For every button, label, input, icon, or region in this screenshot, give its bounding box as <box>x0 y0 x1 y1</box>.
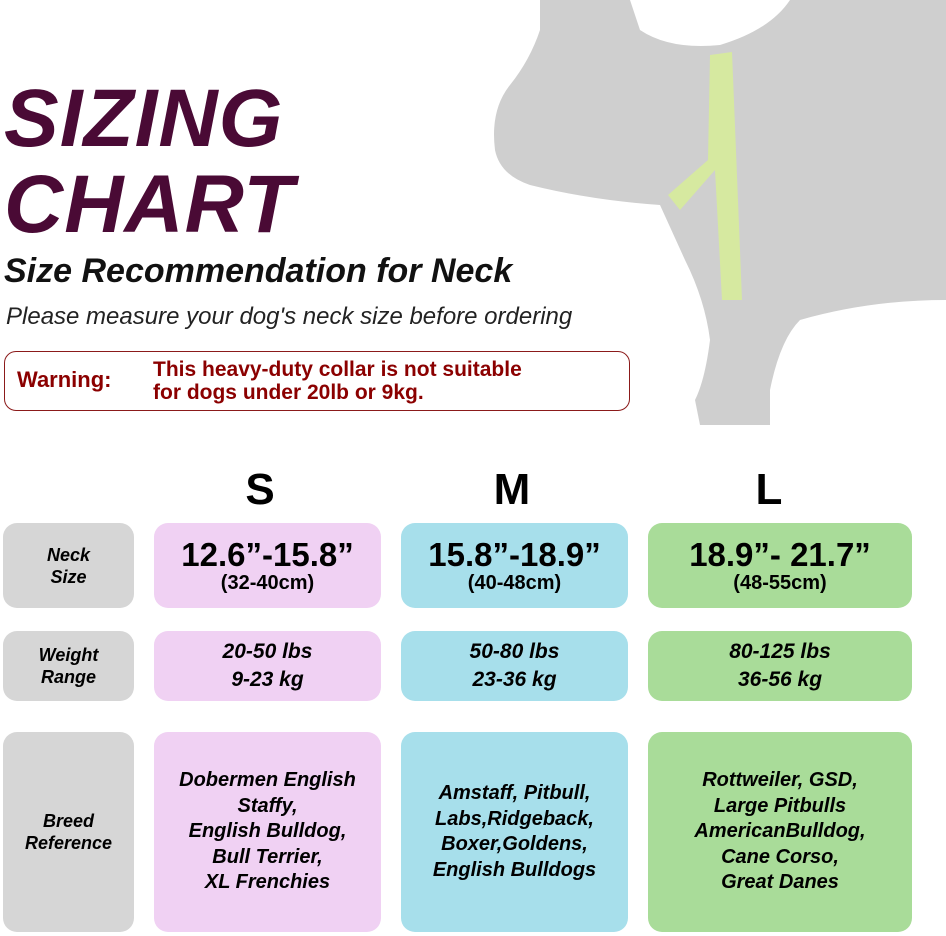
title-line-1: SIZING <box>4 73 284 164</box>
s-weight-cell: 20-50 lbs 9-23 kg <box>154 631 381 701</box>
size-l-header: L <box>755 465 783 514</box>
warning-message: This heavy-duty collar is not suitable fo… <box>153 358 522 404</box>
row-label-weight: Weight Range <box>3 631 134 701</box>
warning-box: Warning: This heavy-duty collar is not s… <box>4 351 630 411</box>
s-neck-cell: 12.6”-15.8” (32-40cm) <box>154 523 381 608</box>
subtitle: Size Recommendation for Neck <box>4 252 513 290</box>
dog-silhouette-image <box>494 0 946 425</box>
l-weight-cell: 80-125 lbs 36-56 kg <box>648 631 912 701</box>
m-breed-cell: Amstaff, Pitbull, Labs,Ridgeback, Boxer,Go… <box>401 732 628 932</box>
warning-label: Warning: <box>17 367 112 392</box>
l-breed-cell: Rottweiler, GSD, Large Pitbulls AmericanBu… <box>648 732 912 932</box>
size-m-header: M <box>493 465 531 514</box>
title-line-2: CHART <box>4 159 295 250</box>
row-label-neck: Neck Size <box>3 523 134 608</box>
size-s-header: S <box>245 465 275 514</box>
s-breed-cell: Dobermen English Staffy, English Bulldog, B… <box>154 732 381 932</box>
l-neck-cell: 18.9”- 21.7” (48-55cm) <box>648 523 912 608</box>
measure-note: Please measure your dog's neck size befo… <box>6 303 573 330</box>
m-neck-cell: 15.8”-18.9” (40-48cm) <box>401 523 628 608</box>
row-label-breed: Breed Reference <box>3 732 134 932</box>
m-weight-cell: 50-80 lbs 23-36 kg <box>401 631 628 701</box>
